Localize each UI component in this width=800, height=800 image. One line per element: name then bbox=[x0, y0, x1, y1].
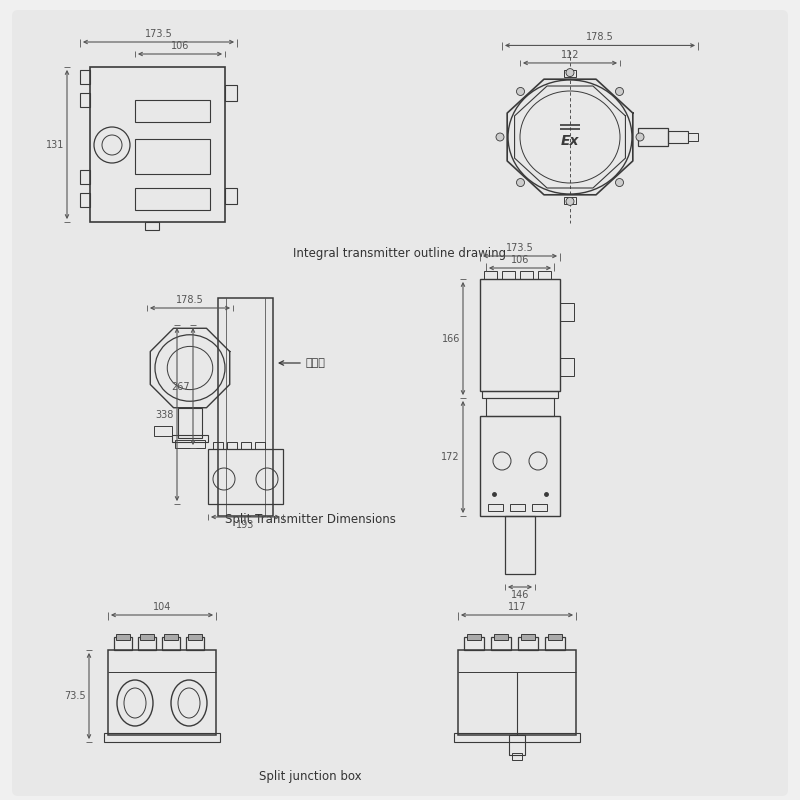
Bar bbox=[480, 279, 560, 391]
Bar bbox=[510, 504, 525, 511]
Bar bbox=[154, 426, 172, 436]
Bar bbox=[116, 634, 130, 640]
Bar bbox=[545, 637, 565, 650]
Bar bbox=[560, 358, 574, 376]
Bar bbox=[80, 70, 90, 84]
Bar bbox=[80, 193, 90, 207]
Bar bbox=[227, 442, 237, 449]
Bar bbox=[225, 85, 237, 101]
Bar bbox=[208, 449, 283, 504]
Bar bbox=[505, 516, 535, 574]
Text: Split Transmitter Dimensions: Split Transmitter Dimensions bbox=[225, 513, 395, 526]
Bar bbox=[480, 416, 560, 516]
Bar bbox=[114, 637, 132, 650]
Bar bbox=[138, 637, 156, 650]
Bar bbox=[491, 637, 511, 650]
Bar bbox=[108, 650, 216, 735]
Bar bbox=[140, 634, 154, 640]
Bar bbox=[188, 634, 202, 640]
Text: 178.5: 178.5 bbox=[586, 33, 614, 42]
Text: 338: 338 bbox=[156, 410, 174, 419]
Bar bbox=[548, 634, 562, 640]
Circle shape bbox=[636, 133, 644, 141]
Bar bbox=[486, 398, 554, 416]
Text: 173.5: 173.5 bbox=[506, 243, 534, 253]
Bar bbox=[162, 637, 180, 650]
Text: 267: 267 bbox=[171, 382, 190, 391]
Bar bbox=[175, 440, 205, 448]
Text: 安装管: 安装管 bbox=[306, 358, 326, 368]
Text: 117: 117 bbox=[508, 602, 526, 612]
Bar bbox=[178, 408, 202, 438]
Text: 104: 104 bbox=[153, 602, 171, 612]
FancyBboxPatch shape bbox=[12, 266, 788, 539]
Text: 172: 172 bbox=[442, 452, 460, 462]
Text: 166: 166 bbox=[442, 334, 460, 343]
Bar bbox=[145, 222, 159, 230]
Bar bbox=[560, 303, 574, 321]
Bar bbox=[90, 67, 225, 222]
Text: 73.5: 73.5 bbox=[64, 691, 86, 701]
FancyBboxPatch shape bbox=[12, 10, 788, 274]
Bar bbox=[218, 298, 273, 516]
Bar bbox=[172, 435, 208, 442]
FancyBboxPatch shape bbox=[12, 532, 788, 796]
Bar bbox=[564, 70, 576, 77]
Bar bbox=[164, 634, 178, 640]
Bar bbox=[518, 637, 538, 650]
Bar bbox=[482, 391, 558, 398]
Bar bbox=[532, 504, 547, 511]
Bar bbox=[213, 442, 223, 449]
Bar bbox=[509, 735, 525, 755]
Text: 173.5: 173.5 bbox=[145, 29, 172, 39]
Bar bbox=[80, 93, 90, 107]
Bar bbox=[688, 133, 698, 141]
Bar bbox=[520, 271, 533, 279]
Bar bbox=[638, 128, 668, 146]
Circle shape bbox=[566, 69, 574, 77]
Circle shape bbox=[615, 87, 623, 95]
Circle shape bbox=[615, 178, 623, 186]
Bar bbox=[135, 139, 210, 174]
Bar bbox=[241, 442, 251, 449]
Text: 131: 131 bbox=[46, 139, 64, 150]
Text: 193: 193 bbox=[236, 520, 254, 530]
Text: 112: 112 bbox=[561, 50, 579, 60]
Bar bbox=[135, 188, 210, 210]
Bar bbox=[186, 637, 204, 650]
Bar bbox=[668, 131, 688, 143]
Bar bbox=[454, 733, 580, 742]
Text: Ex: Ex bbox=[561, 134, 579, 148]
Text: 106: 106 bbox=[511, 255, 529, 265]
Bar bbox=[538, 271, 551, 279]
Circle shape bbox=[496, 133, 504, 141]
Bar bbox=[488, 504, 503, 511]
Bar bbox=[521, 634, 535, 640]
Bar bbox=[104, 733, 220, 742]
Bar bbox=[502, 271, 515, 279]
Bar bbox=[225, 188, 237, 204]
Bar bbox=[80, 170, 90, 184]
Bar bbox=[255, 442, 265, 449]
Bar bbox=[494, 634, 508, 640]
Bar bbox=[564, 197, 576, 204]
Text: 178.5: 178.5 bbox=[176, 295, 204, 305]
Circle shape bbox=[566, 198, 574, 206]
Bar bbox=[458, 650, 576, 735]
Circle shape bbox=[517, 178, 525, 186]
Bar bbox=[512, 753, 522, 760]
Bar bbox=[467, 634, 481, 640]
Text: 146: 146 bbox=[511, 590, 529, 600]
Bar bbox=[484, 271, 497, 279]
Text: Integral transmitter outline drawing: Integral transmitter outline drawing bbox=[294, 247, 506, 260]
Bar bbox=[135, 100, 210, 122]
Bar bbox=[464, 637, 484, 650]
Circle shape bbox=[517, 87, 525, 95]
Text: 106: 106 bbox=[171, 41, 189, 51]
Text: Split junction box: Split junction box bbox=[258, 770, 362, 783]
